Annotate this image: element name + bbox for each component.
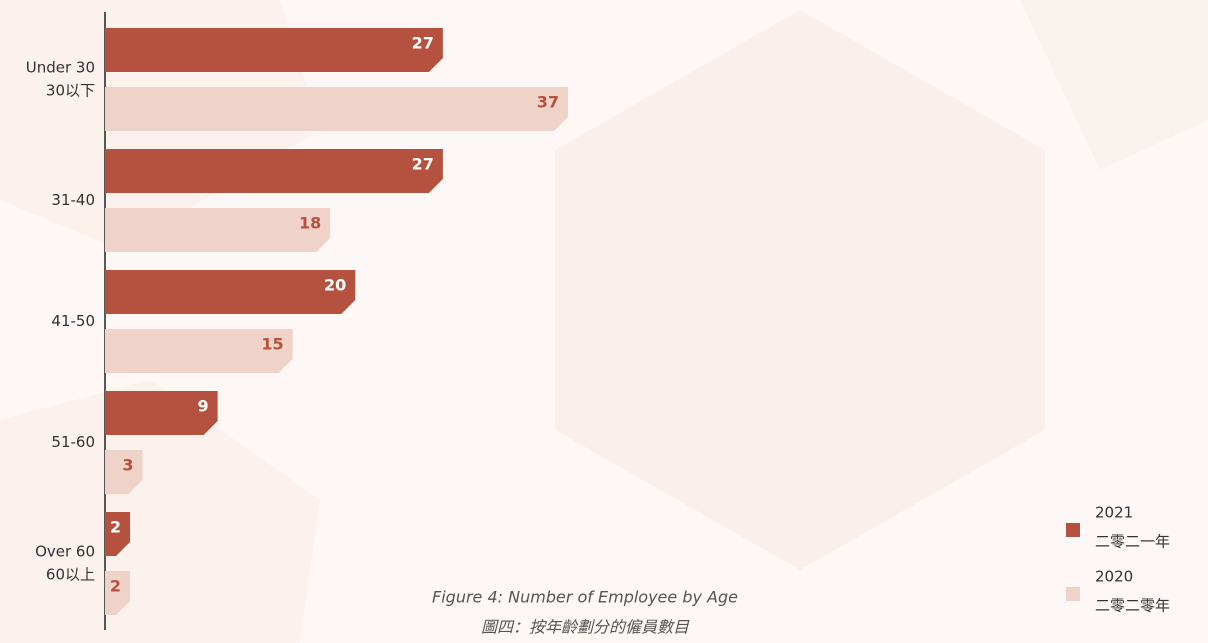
y-tick-label: Under 30 — [26, 59, 95, 77]
y-tick-label: 31-40 — [51, 191, 95, 209]
bar — [105, 270, 356, 314]
legend-swatch — [1066, 523, 1080, 537]
y-tick-label: Over 60 — [35, 543, 95, 561]
value-label: 3 — [122, 456, 133, 475]
bar — [105, 450, 143, 494]
chart-subtitle: 圖四：按年齡劃分的僱員數目 — [481, 618, 690, 637]
value-label: 20 — [324, 276, 346, 295]
bar — [105, 208, 331, 252]
value-label: 27 — [412, 34, 434, 53]
value-label: 2 — [110, 518, 121, 537]
value-label: 18 — [299, 214, 321, 233]
legend-label: 2020 — [1095, 568, 1133, 586]
value-label: 37 — [537, 93, 559, 112]
bar — [105, 87, 568, 131]
value-label: 27 — [412, 155, 434, 174]
bar — [105, 149, 443, 193]
bar — [105, 329, 293, 373]
legend-label: 2021 — [1095, 504, 1133, 522]
bar — [105, 571, 131, 615]
y-tick-label: 60以上 — [46, 566, 95, 584]
legend-label: 二零二一年 — [1095, 533, 1170, 551]
value-label: 15 — [261, 335, 283, 354]
value-label: 2 — [110, 577, 121, 596]
y-tick-label: 41-50 — [51, 312, 95, 330]
bar — [105, 28, 443, 72]
bar — [105, 512, 131, 556]
value-label: 9 — [197, 397, 208, 416]
legend-label: 二零二零年 — [1095, 597, 1170, 615]
chart-title: Figure 4: Number of Employee by Age — [432, 588, 738, 607]
y-tick-label: 51-60 — [51, 433, 95, 451]
y-tick-label: 30以下 — [46, 82, 95, 100]
bar — [105, 391, 218, 435]
legend-swatch — [1066, 587, 1080, 601]
